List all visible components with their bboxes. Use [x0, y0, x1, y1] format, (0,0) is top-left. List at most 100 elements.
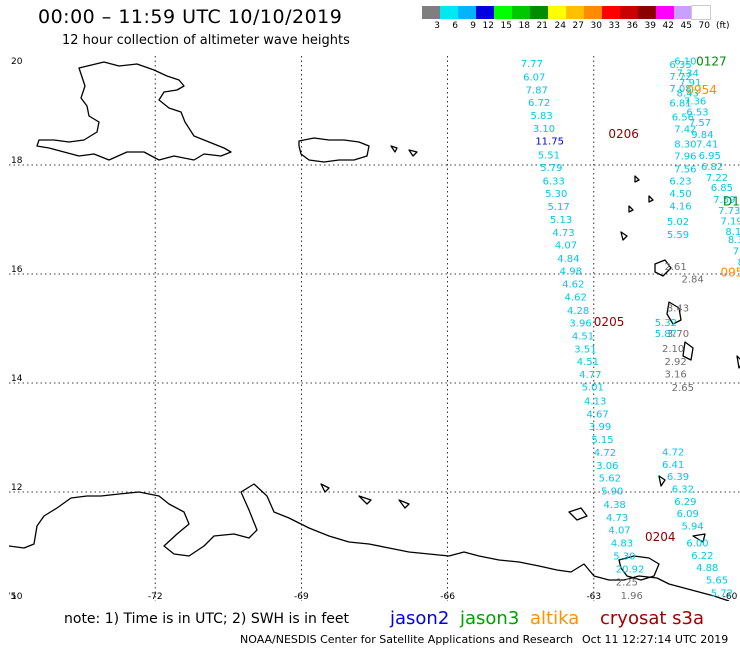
- wave-height-value: 6.29: [674, 497, 696, 508]
- colorbar-label: 24: [554, 21, 566, 31]
- pass-labels: 0127 0954 0206 D1 0955 0205 0204 0203: [594, 56, 740, 601]
- wave-height-value: 5.32: [655, 318, 677, 329]
- wave-height-value: 4.98: [560, 267, 582, 278]
- wave-height-value: 8.30: [728, 235, 740, 246]
- colorbar: [422, 5, 711, 20]
- wave-height-value: 2.10: [662, 344, 684, 355]
- wave-height-value: 4.38: [604, 500, 626, 511]
- wave-height-value: 6.39: [667, 472, 689, 483]
- colorbar-label: 45: [680, 21, 692, 31]
- wave-height-value: 7.36: [684, 97, 706, 108]
- wave-height-value: 4.73: [552, 228, 574, 239]
- wave-height-value: 3.16: [664, 370, 686, 381]
- wave-height-value: 5.59: [667, 230, 689, 241]
- wave-height-value: 3.96: [569, 318, 591, 329]
- pass-time-label: 0954: [686, 83, 717, 97]
- wave-height-value: 20.92: [616, 565, 645, 576]
- legend-jason3: jason3: [460, 608, 520, 629]
- wave-height-value: 8.30: [674, 140, 696, 151]
- wave-height-value: 6.23: [669, 177, 691, 188]
- south-america-coast: [9, 483, 730, 601]
- colorbar-swatch: [530, 6, 548, 19]
- wave-height-value: 5.94: [682, 522, 704, 533]
- wave-height-value: 6.72: [528, 98, 550, 109]
- lon-tick-label: -66: [440, 592, 455, 601]
- wave-height-value: 7.41: [696, 140, 718, 151]
- wave-height-value: 4.16: [669, 202, 691, 213]
- legend-cryosat-s3a: cryosat s3a: [600, 608, 705, 629]
- wave-height-value: 7.59: [713, 195, 735, 206]
- wave-height-value: 2.84: [682, 275, 704, 286]
- wave-height-value: 7.87: [526, 86, 548, 97]
- wave-height-value: 5.90: [601, 487, 623, 498]
- wave-height-value: 6.33: [543, 177, 565, 188]
- wave-height-value: 4.72: [594, 448, 616, 459]
- timestamp-text: Oct 11 12:27:14 UTC 2019: [582, 633, 729, 646]
- wave-height-value: 4.83: [611, 539, 633, 550]
- wave-height-value: 3.10: [533, 124, 555, 135]
- colorbar-swatch: [458, 6, 476, 19]
- wave-height-value: 3.70: [667, 329, 689, 340]
- wave-height-value: 6.09: [677, 509, 699, 520]
- colorbar-swatch: [494, 6, 512, 19]
- colorbar-label: 70: [698, 21, 710, 31]
- colorbar-label: 33: [608, 21, 620, 31]
- wave-height-value: 5.79: [540, 163, 562, 174]
- wave-height-value: 5.72: [711, 589, 733, 600]
- wave-height-value: 4.51: [577, 357, 599, 368]
- pass-time-label: D1: [723, 194, 740, 208]
- legend-jason2: jason2: [390, 608, 450, 629]
- pass-time-label: 0127: [696, 56, 727, 68]
- wave-height-value: 7.08: [669, 84, 691, 95]
- wave-height-value: 5.51: [538, 150, 560, 161]
- wave-height-value: 6.35: [669, 60, 691, 71]
- coastline: [9, 61, 740, 601]
- lat-tick-label: 18: [11, 156, 23, 166]
- lat-tick-label: 20: [11, 57, 23, 67]
- wave-height-value: 4.07: [608, 525, 630, 536]
- guadeloupe-coast: [654, 259, 672, 277]
- lat-tick-label: 10: [11, 592, 23, 601]
- wave-height-value: 4.73: [606, 513, 628, 524]
- colorbar-unit: (ft): [716, 21, 730, 31]
- wave-height-value: 6.00: [686, 539, 708, 550]
- lon-tick-label: -60: [723, 592, 738, 601]
- lon-tick-label: -69: [294, 592, 309, 601]
- wave-height-value: 5.13: [550, 215, 572, 226]
- wave-height-value: 7.34: [677, 69, 699, 80]
- wave-height-value: 6.53: [686, 107, 708, 118]
- colorbar-swatch: [422, 6, 440, 19]
- colorbar-swatch: [620, 6, 638, 19]
- wave-height-value: 7.56: [674, 165, 696, 176]
- wave-height-value: 5.17: [548, 202, 570, 213]
- colorbar-label: 39: [644, 21, 656, 31]
- colorbar-swatch: [691, 5, 711, 20]
- wave-height-value: 3.51: [574, 344, 596, 355]
- wave-height-value: 5.65: [706, 576, 728, 587]
- wave-height-value: 4.88: [696, 563, 718, 574]
- colorbar-swatch: [440, 6, 458, 19]
- colorbar-swatch: [638, 6, 656, 19]
- barbados-coast: [736, 355, 740, 369]
- pass-time-label: 0955: [721, 266, 740, 280]
- wave-height-value: 6.07: [523, 73, 545, 84]
- colorbar-swatch: [512, 6, 530, 19]
- pass-time-label: 0205: [594, 315, 625, 329]
- pass-time-label: 0203: [660, 600, 691, 601]
- wave-height-value: 6.41: [662, 460, 684, 471]
- wave-height-value: 7.73: [718, 206, 740, 217]
- colorbar-label: 3: [434, 21, 440, 31]
- colorbar-label: 30: [590, 21, 602, 31]
- wave-height-value: 6.10: [674, 57, 696, 68]
- wave-height-value: 4.28: [567, 306, 589, 317]
- credit-text: NOAA/NESDIS Center for Satellite Applica…: [240, 633, 574, 646]
- map-title: 00:00 – 11:59 UTC 10/10/2019: [38, 6, 343, 28]
- wave-height-value: 1.96: [621, 591, 643, 601]
- colorbar-label: 36: [626, 21, 638, 31]
- colorbar-swatch: [656, 6, 674, 19]
- wave-height-value: 2.61: [664, 262, 686, 273]
- wave-height-value: 8.10: [725, 227, 740, 238]
- wave-height-value: 6.56: [672, 112, 694, 123]
